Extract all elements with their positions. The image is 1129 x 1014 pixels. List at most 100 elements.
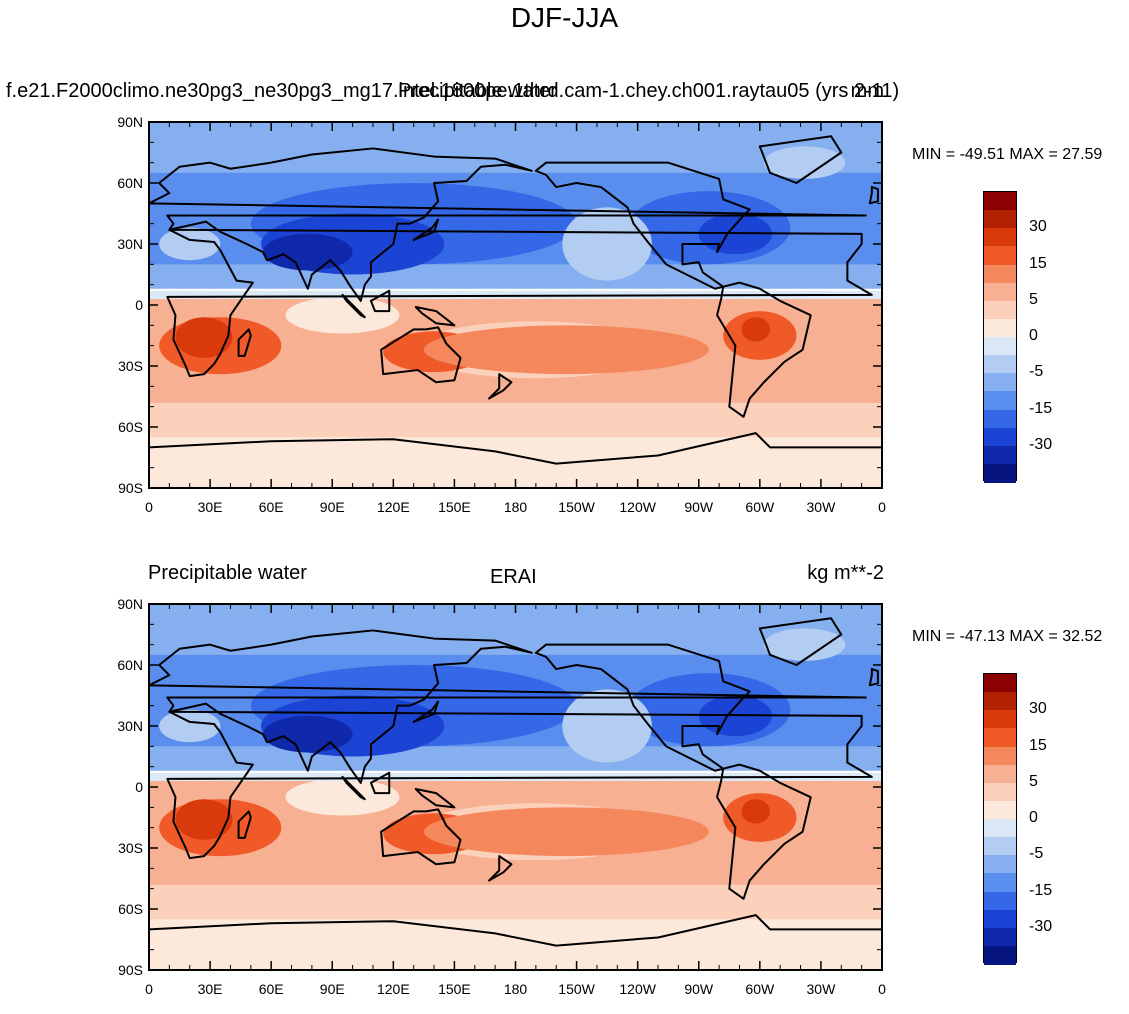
colorbar-swatch: [984, 909, 1016, 929]
coastline: [166, 710, 873, 860]
figure-title: DJF-JJA: [510, 2, 619, 33]
contour-region: [562, 207, 652, 281]
coastline: [341, 775, 366, 801]
contour-region: [763, 146, 846, 179]
coastline: [414, 788, 456, 809]
coastline: [369, 771, 391, 795]
contour-region: [741, 799, 771, 824]
field-shading: [149, 122, 882, 488]
coastline: [534, 643, 751, 772]
contour-region: [175, 317, 233, 358]
lon-tick-label: 150E: [438, 499, 471, 515]
colorbar-swatch: [984, 300, 1016, 320]
lat-tick-label: 0: [135, 297, 143, 313]
coastline: [149, 432, 882, 488]
colorbar-label: -15: [1029, 399, 1053, 417]
coastline: [868, 668, 879, 687]
coastlines: [149, 135, 882, 488]
colorbar-swatch: [984, 927, 1016, 947]
colorbar-swatch: [984, 710, 1016, 729]
colorbar-swatch: [984, 264, 1016, 284]
colorbar-label: 5: [1029, 772, 1038, 790]
colorbar-swatch: [984, 246, 1016, 265]
panel-1-colorbar: [983, 191, 1017, 483]
colorbar-swatch: [984, 409, 1016, 429]
colorbar-swatch: [984, 192, 1016, 211]
lon-tick-label: 0: [145, 499, 153, 515]
colorbar-label: 30: [1029, 700, 1047, 718]
panel-2-min-max: MIN = -47.13 MAX = 32.52: [912, 628, 1103, 645]
colorbar-label: 5: [1029, 290, 1038, 308]
colorbar-label: 0: [1029, 327, 1038, 344]
lon-tick-label: 30W: [807, 981, 837, 997]
lon-tick-label: 180: [504, 499, 528, 515]
coastline: [237, 810, 252, 839]
lon-tick-label: 60E: [259, 499, 284, 515]
coastlines: [149, 617, 882, 970]
contour-region: [159, 227, 221, 261]
coastline: [149, 147, 867, 302]
coastline: [534, 161, 751, 290]
panel-1-header: f.e21.F2000climo.ne30pg3_ne30pg3_mg17.in…: [6, 80, 900, 102]
colorbar-swatch: [984, 800, 1016, 820]
contour-region: [263, 233, 353, 271]
coastline: [380, 326, 462, 384]
lat-tick-label: 90N: [117, 114, 143, 130]
lon-tick-label: 150W: [558, 499, 595, 515]
colorbar-swatch: [984, 228, 1016, 247]
colorbar-swatch: [984, 355, 1016, 374]
lat-tick-label: 60N: [117, 175, 143, 191]
lat-tick-label: 60S: [118, 419, 143, 435]
contour-region: [149, 290, 882, 299]
lon-tick-label: 0: [145, 981, 153, 997]
coastline: [488, 855, 513, 882]
coastline: [237, 328, 252, 357]
coastline: [758, 135, 843, 184]
lon-tick-label: 0: [878, 981, 886, 997]
coastline: [716, 281, 812, 418]
coastline: [868, 186, 879, 205]
colorbar-swatch: [984, 782, 1016, 802]
lat-tick-label: 90S: [118, 480, 143, 496]
lon-tick-label: 150W: [558, 981, 595, 997]
contour-region: [285, 296, 400, 334]
panel-1-min-max: MIN = -49.51 MAX = 27.59: [912, 146, 1103, 163]
coastline: [488, 373, 513, 400]
contour-region: [175, 799, 233, 840]
field-shading: [149, 604, 882, 970]
coastline: [758, 617, 843, 666]
colorbar-label: 15: [1029, 736, 1047, 754]
contour-region: [159, 709, 221, 743]
contour-region: [423, 807, 709, 857]
colorbar-label: 0: [1029, 809, 1038, 826]
lon-tick-label: 180: [504, 981, 528, 997]
contour-region: [763, 628, 846, 661]
panel-1-units: mm: [850, 80, 884, 102]
lon-tick-label: 120E: [377, 499, 410, 515]
coastline: [166, 228, 873, 378]
colorbar-swatch: [984, 945, 1016, 965]
coastline: [369, 289, 391, 313]
lon-tick-label: 30W: [807, 499, 837, 515]
panel-2-colorbar: [983, 673, 1017, 965]
coastline: [149, 629, 867, 784]
panel-1-case-name: f.e21.F2000climo.ne30pg3_ne30pg3_mg17.in…: [6, 80, 900, 102]
colorbar-swatch: [984, 728, 1016, 747]
colorbar-label: -30: [1029, 917, 1053, 935]
colorbar-swatch: [984, 337, 1016, 356]
lon-tick-label: 120W: [619, 981, 656, 997]
colorbar-label: -30: [1029, 435, 1053, 453]
lon-tick-label: 90E: [320, 499, 345, 515]
colorbar-swatch: [984, 282, 1016, 302]
lat-tick-label: 30S: [118, 358, 143, 374]
colorbar-label: 30: [1029, 218, 1047, 236]
lat-tick-label: 90S: [118, 962, 143, 978]
panel-2-center-title: ERAI: [490, 566, 537, 588]
colorbar-swatch: [984, 891, 1016, 911]
colorbar-swatch: [984, 674, 1016, 693]
lon-tick-label: 150E: [438, 981, 471, 997]
lon-tick-label: 60W: [745, 499, 775, 515]
lat-tick-label: 30N: [117, 236, 143, 252]
